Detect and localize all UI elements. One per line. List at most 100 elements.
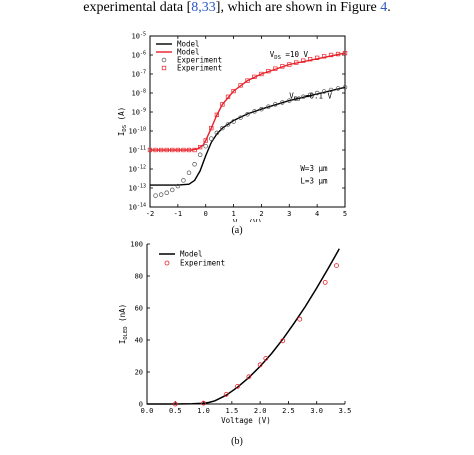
data-point-circle [170, 187, 175, 193]
y-tick-label: 10-10 [129, 127, 146, 136]
x-tick-label: 0.0 [141, 407, 154, 415]
y-tick-label: 10-11 [129, 146, 146, 155]
x-tick-label: 0 [204, 210, 208, 218]
data-point-square [153, 147, 158, 153]
legend-swatch-circle [164, 260, 170, 266]
x-tick-label: -1 [174, 210, 182, 218]
data-point-square [225, 94, 231, 99]
data-point-square [266, 68, 271, 74]
data-point-square [214, 112, 220, 118]
data-point-circle [153, 193, 158, 198]
data-point-circle [201, 400, 206, 406]
data-point-square [259, 71, 264, 77]
data-point-square [164, 147, 169, 153]
series-line [150, 86, 346, 186]
data-point-circle [259, 106, 264, 112]
data-point-circle [214, 130, 220, 136]
x-tick-label: 2 [259, 210, 263, 218]
y-tick-label: 80 [135, 273, 143, 281]
data-point-circle [203, 143, 208, 149]
annotation: VDS =10 V [270, 50, 309, 61]
data-point-circle [186, 170, 192, 176]
data-point-circle [175, 183, 181, 189]
data-point-circle [245, 112, 250, 117]
y-tick-label: 0 [139, 401, 143, 409]
legend-label: Experiment [177, 56, 222, 65]
data-point-circle [280, 338, 286, 344]
data-point-square [175, 147, 181, 153]
data-point-circle [307, 92, 313, 98]
caption-citation-link[interactable]: 8,33 [191, 0, 216, 15]
data-point-square [308, 57, 313, 62]
annotation: VDS =0.1 V [289, 92, 332, 103]
data-point-circle [263, 356, 269, 361]
series-line [147, 248, 340, 405]
data-point-circle [246, 374, 252, 380]
data-point-square [314, 55, 320, 60]
data-point-square [203, 138, 208, 143]
data-point-circle [209, 136, 214, 141]
data-point-circle [197, 152, 203, 158]
data-point-square [181, 147, 186, 153]
y-tick-label: 60 [135, 305, 143, 313]
data-point-circle [342, 85, 348, 90]
data-point-circle [181, 178, 186, 183]
x-tick-label: 2.5 [282, 407, 295, 415]
plot-frame [149, 35, 346, 208]
y-tick-label: 100 [130, 241, 143, 249]
legend-swatch-square [161, 65, 167, 71]
data-point-square [328, 52, 334, 58]
data-point-square [301, 58, 306, 63]
data-point-circle [280, 100, 285, 105]
data-point-circle [321, 89, 327, 94]
x-tick-label: 3.5 [339, 407, 352, 415]
data-point-circle [322, 280, 328, 285]
figure-caption: experimental data [8,33], which are show… [0, 0, 474, 16]
data-point-circle [164, 190, 169, 196]
caption-text: . [387, 0, 391, 15]
data-point-square [186, 147, 192, 153]
data-point-square [238, 83, 243, 88]
x-tick-label: -2 [146, 210, 154, 218]
x-tick-label: 3 [287, 210, 291, 218]
x-tick-label: 2.0 [254, 407, 267, 415]
data-point-square [158, 147, 164, 153]
x-tick-label: 5 [343, 210, 347, 218]
y-axis-label: IDS (A) [117, 107, 128, 136]
data-point-square [170, 147, 175, 153]
y-tick-label: 40 [135, 337, 143, 345]
x-axis-label: Voltage (V) [221, 416, 271, 425]
y-tick-label: 10-9 [132, 108, 146, 117]
data-point-square [192, 147, 197, 153]
legend-label: Experiment [180, 259, 225, 268]
data-point-square [245, 78, 250, 83]
data-point-circle [257, 362, 263, 368]
x-tick-label: 4 [315, 210, 319, 218]
data-point-square [220, 102, 225, 107]
data-point-circle [192, 162, 197, 167]
y-tick-label: 10-6 [132, 51, 146, 60]
annotation: W=3 μm [300, 164, 328, 173]
data-point-square [197, 144, 203, 150]
data-point-square [321, 54, 327, 59]
y-tick-label: 10-14 [129, 203, 146, 212]
x-tick-label: 3.0 [310, 407, 323, 415]
legend-label: Model [180, 250, 203, 259]
data-point-circle [294, 96, 299, 101]
x-tick-label: 1.0 [197, 407, 210, 415]
data-point-circle [335, 86, 341, 91]
legend-label: Model [177, 40, 200, 49]
y-tick-label: 10-13 [129, 184, 146, 193]
data-point-circle [314, 90, 320, 96]
data-point-circle [287, 98, 292, 103]
y-axis-label: IOLED (nA) [118, 304, 129, 344]
data-point-circle [252, 109, 257, 114]
x-tick-label: 0.5 [169, 407, 182, 415]
caption-figure-link[interactable]: 4 [380, 0, 388, 15]
data-point-circle [297, 316, 303, 322]
legend-label: Experiment [177, 64, 222, 73]
y-tick-label: 10-5 [132, 32, 146, 41]
data-point-circle [231, 119, 236, 124]
legend-label: Model [177, 48, 200, 57]
y-tick-label: 10-7 [132, 70, 146, 79]
